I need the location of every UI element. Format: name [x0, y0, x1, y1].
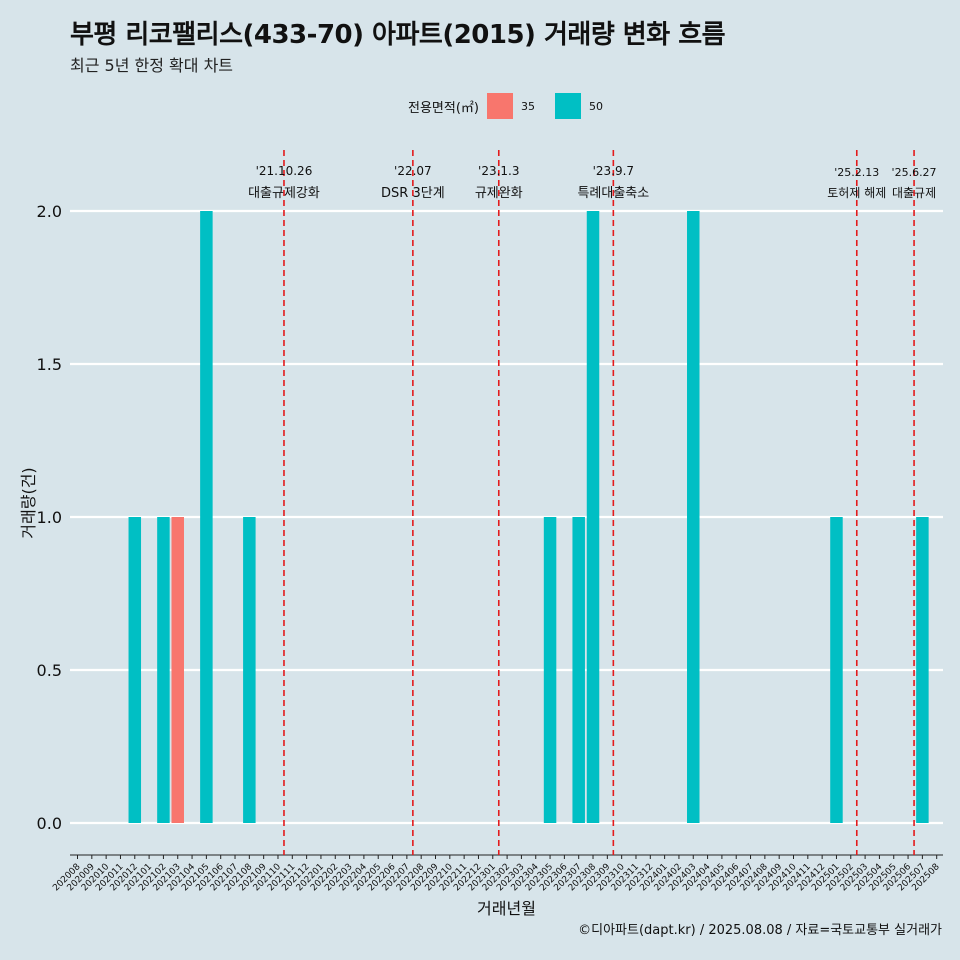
- bar-50-202403: [687, 211, 700, 823]
- bar-50-202105: [200, 211, 213, 823]
- chart-subtitle: 최근 5년 한정 확대 차트: [70, 56, 234, 75]
- y-axis-title: 거래량(건): [19, 467, 38, 538]
- bar-50-202012: [128, 517, 142, 823]
- event-date-label: '23.1.3: [478, 164, 519, 178]
- y-tick-label: 0.5: [37, 661, 62, 680]
- y-tick-label: 0.0: [37, 814, 62, 833]
- source-caption: ©디아파트(dapt.kr) / 2025.08.08 / 자료=국토교통부 실…: [578, 923, 942, 938]
- bar-50-202108: [243, 517, 256, 823]
- bar-50-202307: [572, 517, 585, 823]
- event-date-label: '22.07: [394, 164, 432, 178]
- x-axis-title: 거래년월: [477, 899, 536, 918]
- bar-50-202305: [543, 517, 557, 823]
- event-label: 규제완화: [475, 186, 523, 201]
- legend-title: 전용면적(㎡): [408, 100, 479, 116]
- event-label: 토허제 해제: [827, 186, 886, 200]
- event-date-label: '23.9.7: [593, 164, 634, 178]
- event-label: 특례대출축소: [577, 186, 649, 201]
- bar-50-202507: [916, 517, 929, 823]
- legend-label-35: 35: [520, 99, 535, 113]
- event-date-label: '25.6.27: [892, 166, 937, 179]
- legend-key-50: [554, 93, 581, 119]
- y-tick-label: 1.5: [37, 355, 62, 374]
- bar-50-202501: [830, 517, 843, 823]
- chart-title: 부평 리코팰리스(433-70) 아파트(2015) 거래량 변화 흐름: [70, 20, 726, 50]
- event-label: 대출규제강화: [248, 186, 320, 201]
- bar-35-202103: [171, 517, 184, 823]
- event-date-label: '25.2.13: [834, 166, 879, 179]
- event-label: 대출규제: [892, 186, 936, 200]
- event-date-label: '21.10.26: [256, 164, 313, 178]
- bar-50-202102: [157, 517, 170, 823]
- event-label: DSR 3단계: [381, 186, 445, 201]
- legend: 전용면적(㎡) 35 50: [408, 92, 623, 120]
- bar-50-202308: [586, 211, 600, 823]
- legend-label-50: 50: [588, 99, 603, 113]
- legend-key-35: [486, 93, 513, 119]
- y-tick-label: 2.0: [37, 202, 62, 221]
- y-tick-label: 1.0: [37, 508, 62, 527]
